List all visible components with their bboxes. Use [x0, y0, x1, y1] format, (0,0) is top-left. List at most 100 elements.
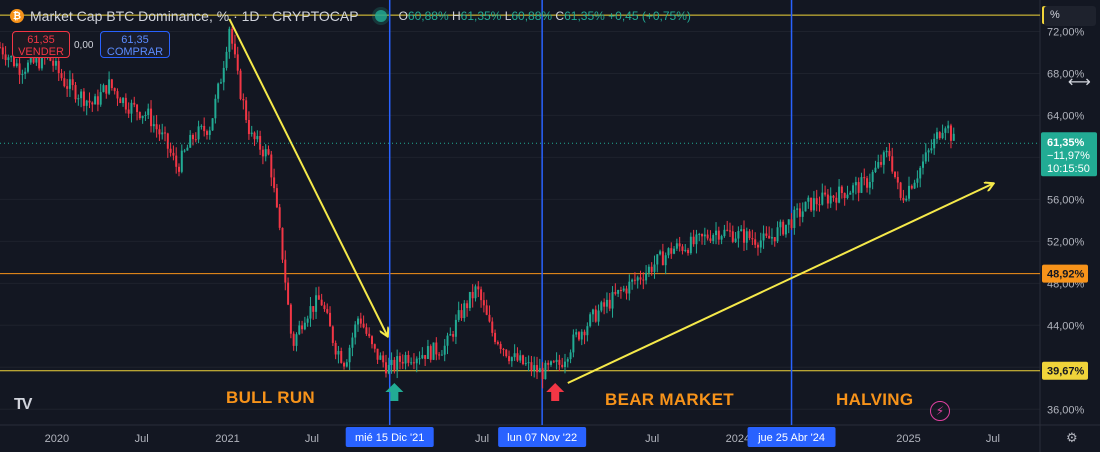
candle-body: [751, 238, 754, 240]
last-price-value: 61,35%: [1047, 137, 1085, 149]
candle-body: [144, 115, 147, 117]
candle-body: [938, 132, 941, 139]
candle-body: [362, 323, 365, 328]
candle-body: [382, 355, 385, 363]
candle-body: [337, 350, 340, 355]
candle-body: [26, 62, 29, 72]
candle-body: [468, 291, 471, 309]
candle-body: [393, 359, 396, 370]
symbol-title[interactable]: Market Cap BTC Dominance, % · 1D · CRYPT…: [30, 8, 359, 24]
gear-icon[interactable]: ⚙: [1066, 430, 1078, 445]
candle-body: [868, 181, 871, 188]
candle-body: [203, 125, 206, 132]
candle-body: [888, 150, 891, 157]
candle-body: [684, 249, 687, 251]
sell-label: VENDER: [18, 46, 64, 58]
candle-body: [471, 291, 474, 299]
candle-body: [477, 286, 480, 290]
lightning-icon[interactable]: ⚡: [930, 401, 950, 421]
last-price-change: −11,97%: [1047, 150, 1090, 162]
candle-body: [611, 292, 614, 309]
candle-body: [102, 85, 105, 93]
candle-body: [368, 333, 371, 337]
percent-scale-button[interactable]: %: [1044, 6, 1096, 26]
trend-arrow: [567, 184, 993, 384]
candle-body: [116, 91, 119, 99]
resize-icon[interactable]: ⟷: [1068, 74, 1091, 91]
candle-body: [563, 361, 566, 367]
candle-body: [138, 112, 141, 119]
candle-body: [466, 303, 469, 309]
trend-arrow: [228, 18, 387, 336]
candle-body: [18, 63, 21, 75]
candle-body: [12, 56, 15, 66]
candle-body: [790, 219, 793, 228]
candle-body: [734, 238, 737, 242]
candle-body: [211, 118, 214, 131]
candle-body: [927, 150, 930, 153]
candle-body: [589, 314, 592, 327]
candle-body: [510, 357, 513, 362]
x-tick-label: Jul: [986, 433, 1000, 445]
candle-body: [66, 86, 69, 89]
candle-body: [720, 236, 723, 240]
candle-body: [908, 185, 911, 199]
candle-body: [516, 353, 519, 361]
candle-body: [261, 149, 264, 157]
candle-body: [133, 102, 136, 105]
candle-body: [217, 83, 220, 99]
candle-body: [838, 186, 841, 203]
candle-body: [183, 150, 186, 152]
candle-body: [158, 129, 161, 135]
tradingview-logo-icon[interactable]: TV: [14, 396, 33, 413]
candle-body: [152, 124, 155, 127]
candle-body: [770, 237, 773, 239]
candle-body: [166, 133, 169, 149]
candle-body: [74, 85, 77, 100]
candle-body: [706, 234, 709, 239]
candle-body: [625, 288, 628, 294]
chart-header: ₿ Market Cap BTC Dominance, % · 1D · CRY…: [10, 6, 691, 26]
buy-button[interactable]: 61,35 COMPRAR: [100, 31, 170, 58]
candle-body: [712, 235, 715, 241]
candle-body: [650, 266, 653, 272]
candle-body: [633, 279, 636, 281]
candle-body: [77, 98, 80, 100]
price-line-badge: [1042, 361, 1088, 380]
candle-body: [214, 98, 217, 119]
candle-body: [804, 201, 807, 212]
candle-body: [647, 266, 650, 273]
candle-body: [947, 125, 950, 129]
candle-body: [197, 126, 200, 140]
candle-body: [577, 332, 580, 340]
candle-body: [200, 125, 203, 127]
candle-body: [849, 192, 852, 195]
candle-body: [508, 356, 511, 362]
candle-body: [645, 272, 648, 281]
candle-body: [709, 238, 712, 241]
candle-body: [205, 131, 208, 135]
candle-body: [239, 70, 242, 99]
candle-body: [435, 342, 438, 355]
candle-body: [267, 149, 270, 155]
candle-body: [186, 147, 189, 151]
candle-body: [569, 352, 572, 360]
candle-body: [653, 264, 656, 272]
candle-body: [824, 192, 827, 195]
candle-body: [71, 79, 74, 86]
candle-body: [631, 279, 634, 282]
candle-body: [670, 248, 673, 254]
y-tick-label: 68,00%: [1047, 68, 1085, 80]
candle-body: [740, 229, 743, 232]
candle-body: [57, 61, 60, 74]
candle-body: [933, 138, 936, 149]
candle-body: [298, 325, 301, 335]
candle-body: [801, 211, 804, 217]
candle-body: [438, 354, 441, 356]
candle-body: [687, 249, 690, 254]
candle-body: [7, 57, 10, 61]
sell-button[interactable]: 61,35 VENDER: [12, 31, 70, 58]
price-line-label: 39,67%: [1047, 366, 1085, 378]
candle-body: [930, 148, 933, 151]
